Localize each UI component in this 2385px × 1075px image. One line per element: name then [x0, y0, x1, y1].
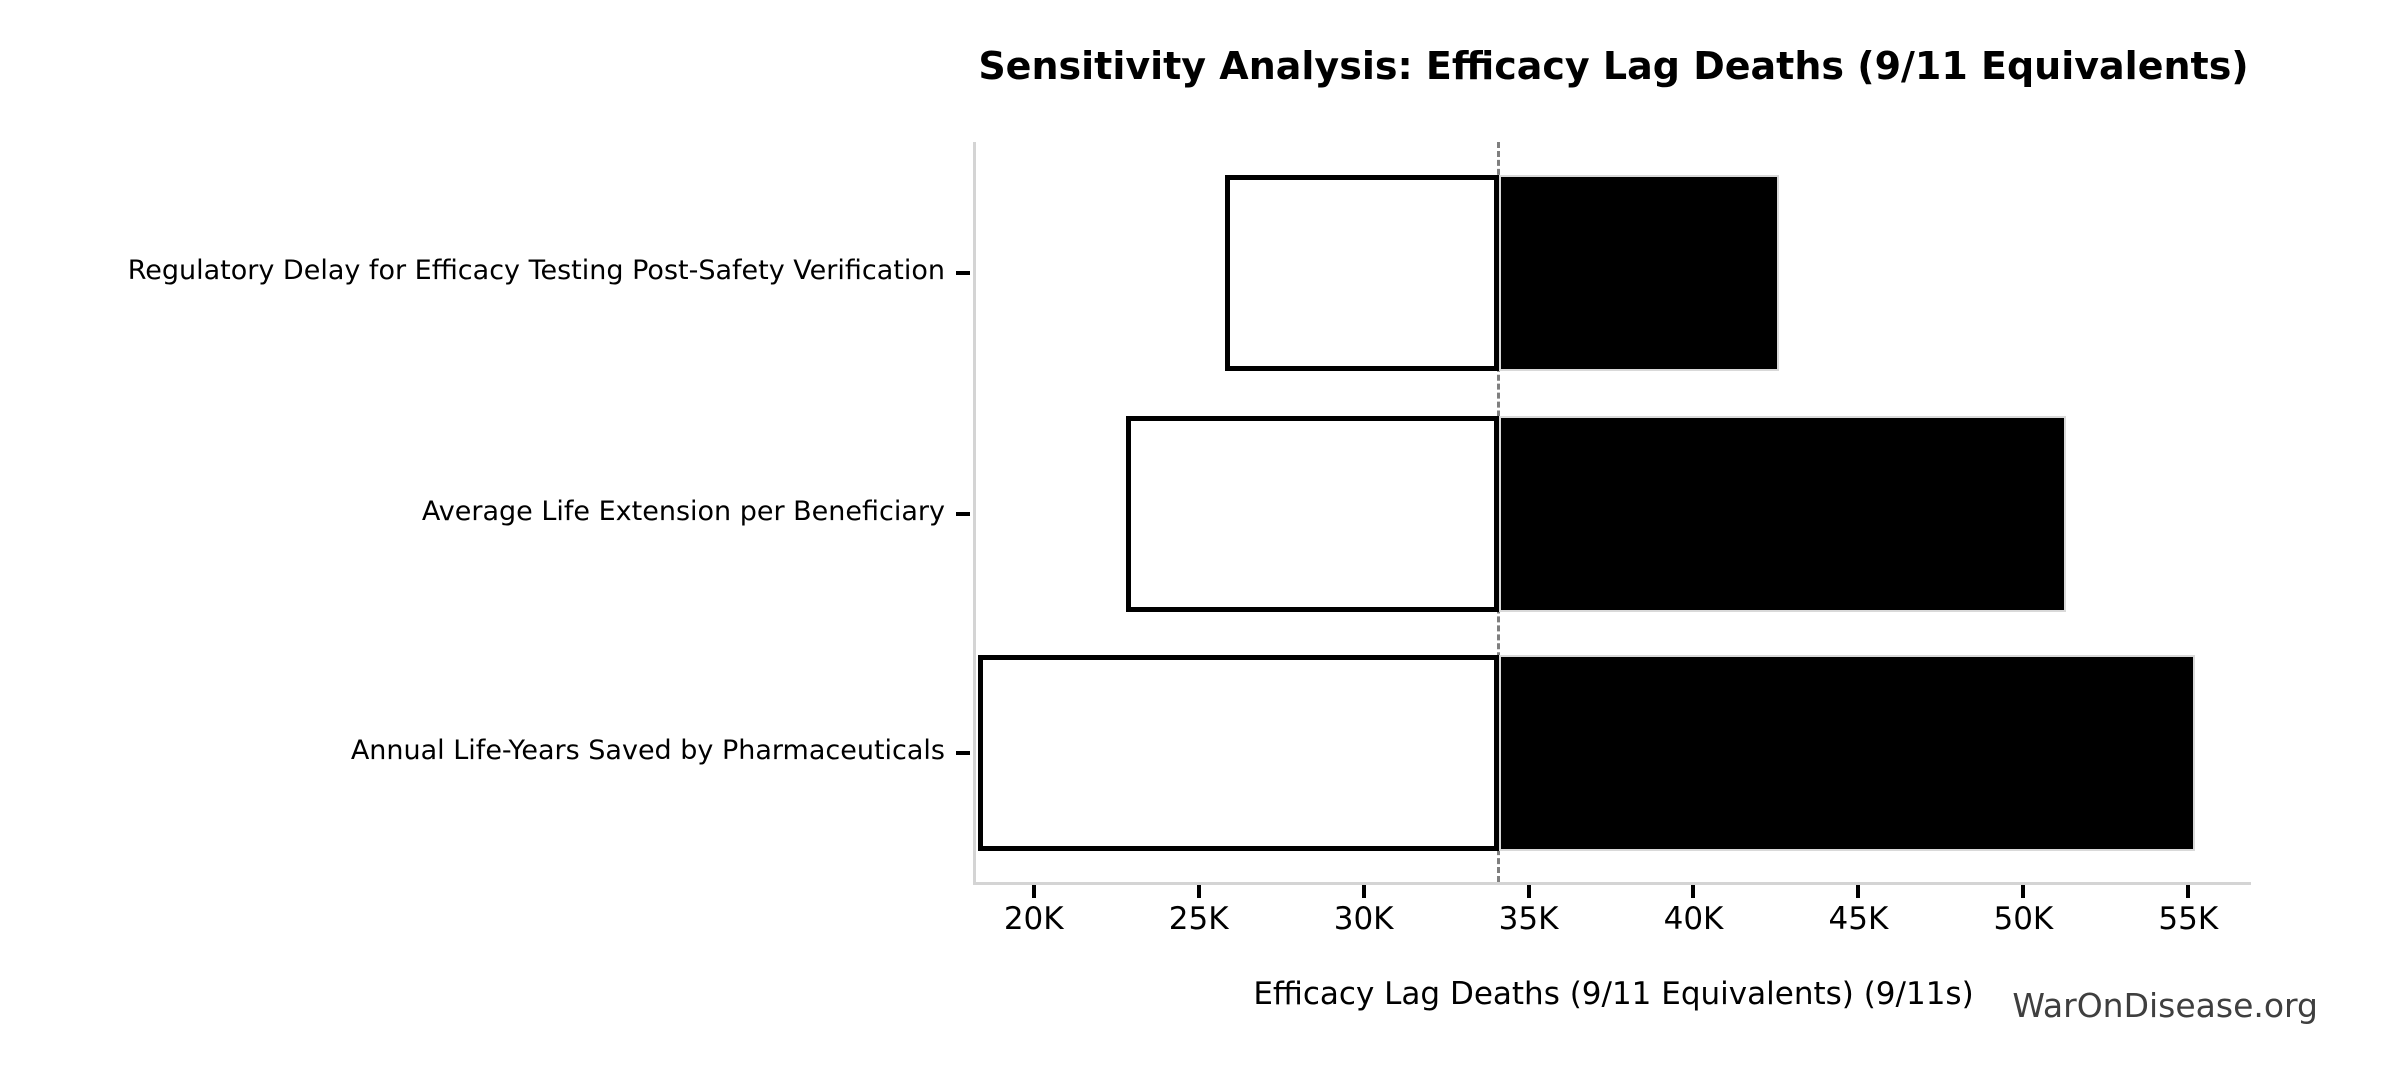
x-axis-tick	[2186, 885, 2191, 898]
x-axis-tick	[1526, 885, 1531, 898]
x-axis-tick-label: 40K	[1663, 901, 1724, 937]
x-axis-tick	[1031, 885, 1036, 898]
tornado-bar-high	[1498, 654, 2195, 851]
x-axis-tick	[1691, 885, 1696, 898]
category-label: Annual Life-Years Saved by Pharmaceutica…	[350, 734, 945, 766]
x-axis-tick	[1856, 885, 1861, 898]
tornado-bar-low	[1126, 415, 1499, 612]
x-axis-tick-label: 20K	[1003, 901, 1064, 937]
x-axis-tick-label: 35K	[1498, 901, 1559, 937]
x-axis-tick-label: 50K	[1993, 901, 2054, 937]
category-label: Regulatory Delay for Efficacy Testing Po…	[127, 254, 945, 286]
chart-title: Sensitivity Analysis: Efficacy Lag Death…	[978, 44, 2249, 88]
x-axis-tick-label: 55K	[2158, 901, 2219, 937]
x-axis-spine	[973, 882, 2251, 885]
x-axis-label: Efficacy Lag Deaths (9/11 Equivalents) (…	[1253, 976, 1974, 1012]
x-axis-tick-label: 25K	[1168, 901, 1229, 937]
tornado-bar-high	[1498, 174, 1780, 371]
watermark-text: WarOnDisease.org	[2012, 986, 2318, 1025]
tornado-bar-high	[1498, 415, 2067, 612]
x-axis-tick	[1196, 885, 1201, 898]
y-axis-tick	[956, 511, 970, 516]
y-axis-tick	[956, 750, 970, 755]
y-axis-spine	[973, 142, 976, 885]
category-label: Average Life Extension per Beneficiary	[421, 495, 945, 527]
tornado-bar-low	[1225, 174, 1499, 371]
tornado-bar-low	[977, 654, 1499, 851]
x-axis-tick-label: 45K	[1828, 901, 1889, 937]
y-axis-tick	[956, 270, 970, 275]
x-axis-tick-label: 30K	[1333, 901, 1394, 937]
x-axis-tick	[2021, 885, 2026, 898]
x-axis-tick	[1361, 885, 1366, 898]
